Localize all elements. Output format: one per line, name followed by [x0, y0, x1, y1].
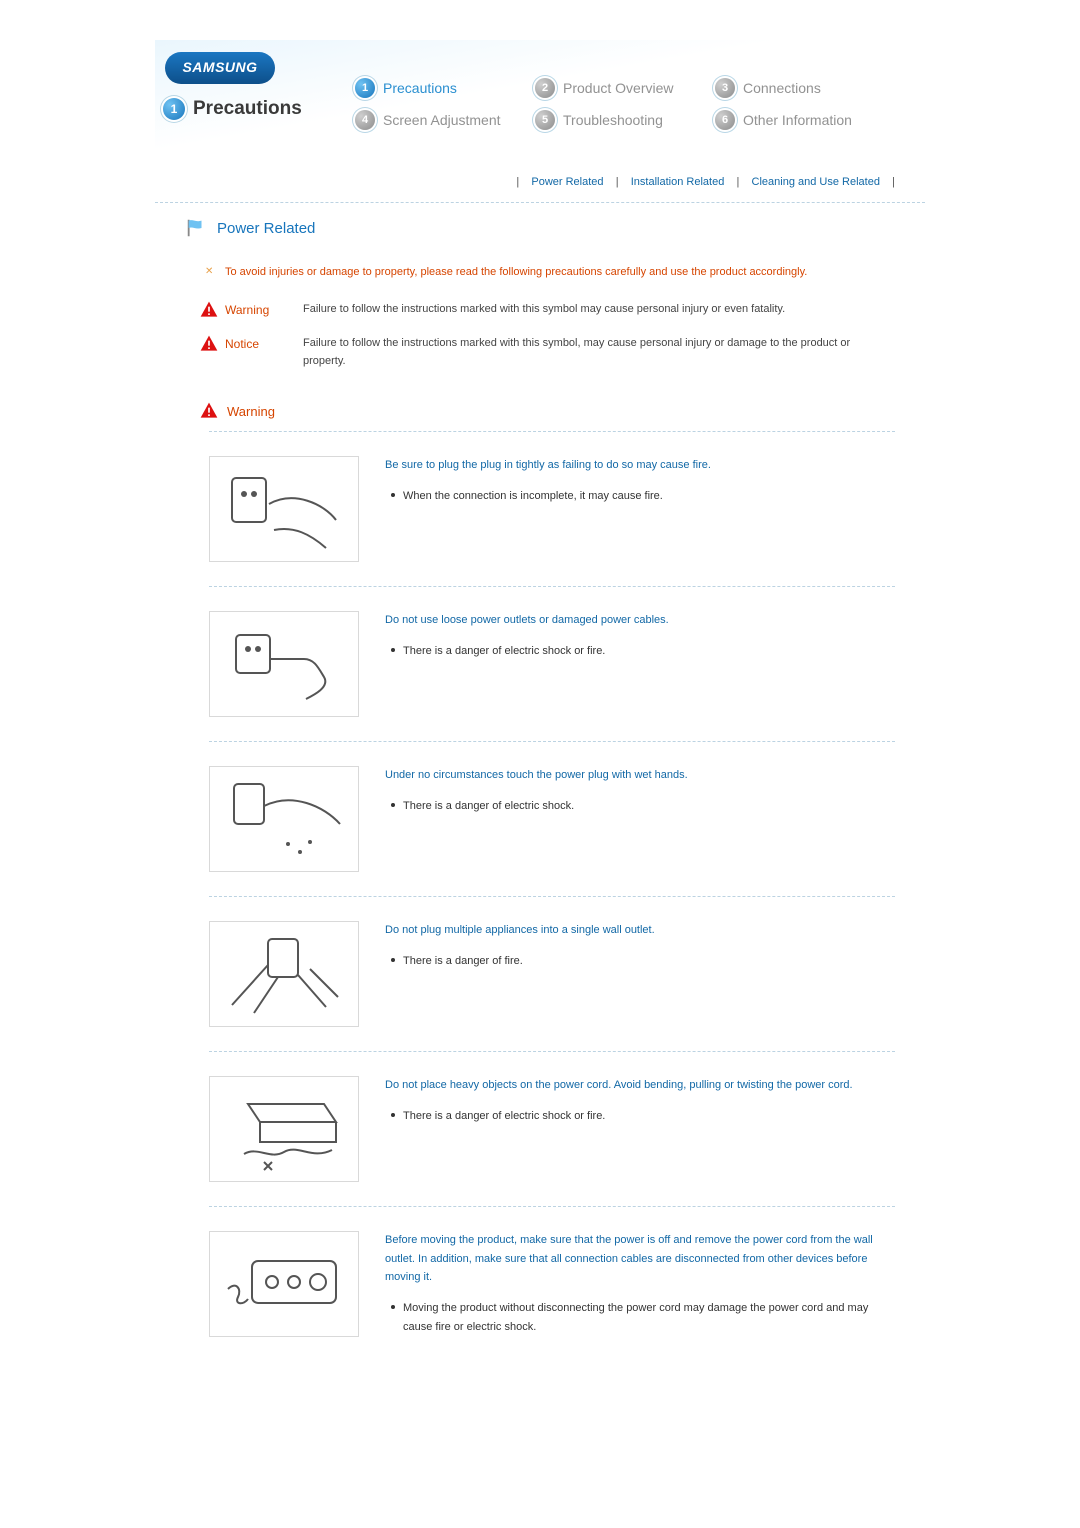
- subnav-power-related[interactable]: Power Related: [531, 176, 603, 188]
- brand-logo: SAMSUNG: [165, 52, 275, 84]
- precaution-title: Do not plug multiple appliances into a s…: [385, 921, 895, 940]
- precaution-list: Be sure to plug the plug in tightly as f…: [209, 431, 895, 1361]
- legend-notice: Notice Failure to follow the instruction…: [199, 334, 925, 371]
- header-banner: SAMSUNG 1 Precautions 1 Precautions 2 Pr…: [155, 40, 925, 150]
- precaution-item: Do not place heavy objects on the power …: [209, 1052, 895, 1207]
- flag-icon: [185, 217, 207, 239]
- warning-triangle-icon: [199, 300, 219, 320]
- precaution-detail: There is a danger of electric shock.: [385, 797, 895, 816]
- warning-triangle-icon: [199, 401, 219, 421]
- page-title-badge: 1: [163, 98, 185, 120]
- nav-label: Product Overview: [563, 80, 673, 96]
- subnav-installation-related[interactable]: Installation Related: [631, 176, 725, 188]
- nav-badge-4: 4: [355, 110, 375, 130]
- page-title-block: 1 Precautions: [163, 98, 302, 120]
- nav-label: Screen Adjustment: [383, 112, 501, 128]
- nav-troubleshooting[interactable]: 5 Troubleshooting: [535, 110, 715, 130]
- precaution-title: Do not use loose power outlets or damage…: [385, 611, 895, 630]
- precaution-detail: There is a danger of electric shock or f…: [385, 642, 895, 661]
- precaution-item: Do not use loose power outlets or damage…: [209, 587, 895, 742]
- warning-subheading: Warning: [199, 401, 925, 421]
- precaution-title: Before moving the product, make sure tha…: [385, 1231, 895, 1287]
- nav-precautions[interactable]: 1 Precautions: [355, 78, 535, 98]
- legend-notice-label: Notice: [225, 337, 259, 351]
- precaution-title: Be sure to plug the plug in tightly as f…: [385, 456, 895, 475]
- nav-badge-2: 2: [535, 78, 555, 98]
- legend-warning-text: Failure to follow the instructions marke…: [303, 300, 785, 319]
- nav-badge-3: 3: [715, 78, 735, 98]
- intro-precaution: To avoid injuries or damage to property,…: [209, 263, 925, 282]
- notice-triangle-icon: [199, 334, 219, 354]
- nav-product-overview[interactable]: 2 Product Overview: [535, 78, 715, 98]
- precaution-item: Before moving the product, make sure tha…: [209, 1207, 895, 1361]
- page-title: Precautions: [193, 98, 302, 120]
- nav-connections[interactable]: 3 Connections: [715, 78, 895, 98]
- precaution-illustration: [209, 456, 359, 562]
- nav-label: Troubleshooting: [563, 112, 663, 128]
- warning-subheading-label: Warning: [227, 404, 275, 419]
- precaution-title: Do not place heavy objects on the power …: [385, 1076, 895, 1095]
- precaution-item: Be sure to plug the plug in tightly as f…: [209, 431, 895, 587]
- precaution-item: Under no circumstances touch the power p…: [209, 742, 895, 897]
- precaution-item: Do not plug multiple appliances into a s…: [209, 897, 895, 1052]
- section-heading: Power Related: [155, 217, 925, 239]
- nav-label: Precautions: [383, 80, 457, 96]
- nav-badge-5: 5: [535, 110, 555, 130]
- precaution-illustration: [209, 766, 359, 872]
- precaution-illustration: [209, 921, 359, 1027]
- subnav-cleaning-use-related[interactable]: Cleaning and Use Related: [752, 176, 880, 188]
- precaution-detail: There is a danger of electric shock or f…: [385, 1107, 895, 1126]
- nav-badge-6: 6: [715, 110, 735, 130]
- nav-label: Other Information: [743, 112, 852, 128]
- manual-page: SAMSUNG 1 Precautions 1 Precautions 2 Pr…: [155, 40, 925, 1361]
- nav-badge-1: 1: [355, 78, 375, 98]
- precaution-illustration: [209, 1231, 359, 1337]
- precaution-illustration: [209, 1076, 359, 1182]
- legend-warning: Warning Failure to follow the instructio…: [199, 300, 925, 320]
- precaution-detail: Moving the product without disconnecting…: [385, 1299, 895, 1336]
- section-heading-text: Power Related: [217, 220, 315, 237]
- precaution-detail: There is a danger of fire.: [385, 952, 895, 971]
- legend-warning-label: Warning: [225, 303, 269, 317]
- legend-notice-text: Failure to follow the instructions marke…: [303, 334, 863, 371]
- top-nav: 1 Precautions 2 Product Overview 3 Conne…: [355, 78, 925, 130]
- nav-label: Connections: [743, 80, 821, 96]
- subnav: | Power Related | Installation Related |…: [155, 176, 925, 203]
- nav-other-information[interactable]: 6 Other Information: [715, 110, 895, 130]
- nav-screen-adjustment[interactable]: 4 Screen Adjustment: [355, 110, 535, 130]
- precaution-illustration: [209, 611, 359, 717]
- precaution-detail: When the connection is incomplete, it ma…: [385, 487, 895, 506]
- symbol-legend: Warning Failure to follow the instructio…: [199, 300, 925, 371]
- precaution-title: Under no circumstances touch the power p…: [385, 766, 895, 785]
